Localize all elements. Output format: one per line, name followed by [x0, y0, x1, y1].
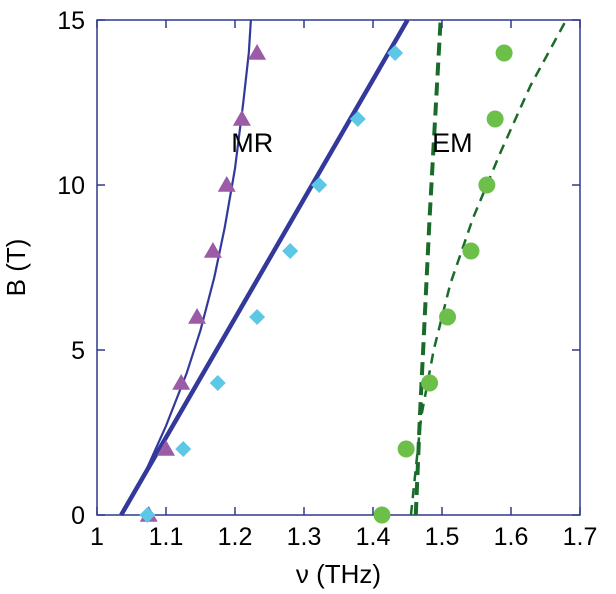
- x-tick-label: 1.3: [287, 523, 322, 551]
- annotation-em: EM: [432, 128, 473, 158]
- x-tick-label: 1.4: [356, 523, 391, 551]
- x-tick-label: 1.7: [563, 523, 598, 551]
- circle-marker: [397, 440, 415, 458]
- plot-area-frame: [96, 19, 581, 516]
- ticks-layer: 1 1.1 1.2 1.3 1.4 1.5 1.6 1.7 0 5 10 15: [57, 7, 597, 551]
- series-line-thick-dashed: [413, 19, 443, 516]
- series-line-thin-dashed: [409, 19, 568, 516]
- diamond-marker: [349, 111, 366, 127]
- diamond-marker: [282, 243, 299, 259]
- y-axis-label: B (T): [1, 239, 31, 297]
- series-line-thick-solid: [119, 18, 410, 517]
- y-tick-label: 0: [71, 502, 85, 530]
- y-tick-label: 5: [71, 337, 85, 365]
- triangle-marker: [172, 374, 191, 390]
- annotation-mr: MR: [231, 128, 273, 158]
- curves-layer: [119, 18, 568, 517]
- x-tick-label: 1.1: [149, 523, 184, 551]
- x-tick-label: 1.6: [494, 523, 529, 551]
- triangle-marker: [203, 242, 222, 258]
- triangle-marker: [188, 308, 207, 324]
- circle-marker: [421, 374, 439, 392]
- triangle-marker: [157, 440, 175, 456]
- diamond-marker: [311, 177, 328, 193]
- circle-marker: [439, 308, 457, 326]
- y-tick-label: 10: [57, 172, 85, 200]
- circle-marker: [495, 44, 513, 62]
- circle-marker: [486, 110, 504, 128]
- diamond-marker: [139, 507, 156, 523]
- x-tick-label: 1.2: [218, 523, 253, 551]
- x-axis-label: ν (THz): [296, 559, 381, 589]
- annotations-layer: MR EM: [231, 128, 472, 158]
- diamond-marker: [249, 309, 266, 325]
- diamond-marker: [209, 375, 226, 391]
- circle-marker: [462, 242, 480, 260]
- series-line-thin-solid: [120, 19, 252, 516]
- triangle-marker: [248, 44, 267, 60]
- y-tick-label: 15: [57, 7, 85, 35]
- triangle-marker: [232, 110, 251, 126]
- x-tick-label: 1: [90, 523, 104, 551]
- markers-layer: [139, 44, 513, 524]
- triangle-marker: [217, 176, 236, 192]
- diamond-marker: [387, 45, 404, 61]
- diamond-marker: [175, 441, 192, 457]
- x-tick-label: 1.5: [425, 523, 460, 551]
- circle-marker: [478, 176, 496, 194]
- circle-marker: [373, 506, 391, 524]
